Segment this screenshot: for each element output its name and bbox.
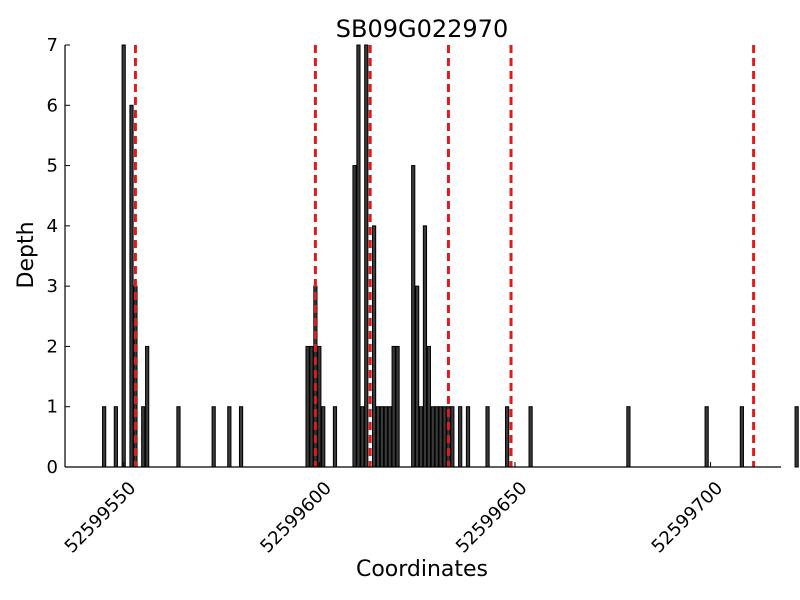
- depth-bar: [434, 406, 439, 468]
- x-axis-label: Coordinates: [356, 557, 488, 582]
- depth-bar: [704, 406, 709, 468]
- x-tick-label: 52599650: [452, 478, 532, 558]
- depth-bar: [383, 406, 388, 468]
- depth-bar: [113, 406, 118, 468]
- depth-bar: [450, 406, 455, 468]
- depth-bar: [305, 345, 310, 468]
- depth-bar: [438, 406, 443, 468]
- depth-bar: [332, 406, 338, 468]
- depth-bar: [121, 44, 126, 468]
- y-axis-label: Depth: [14, 221, 39, 288]
- depth-bar: [129, 104, 134, 468]
- depth-bar: [458, 406, 463, 468]
- depth-bar: [465, 406, 471, 468]
- depth-bar: [411, 165, 416, 468]
- depth-bar: [371, 225, 377, 468]
- marker-lines-group: [133, 45, 756, 467]
- y-tick-label: 3: [47, 276, 58, 297]
- depth-bar: [238, 406, 244, 468]
- depth-bar: [356, 44, 361, 468]
- depth-bar: [360, 406, 365, 468]
- depth-bar: [141, 406, 146, 468]
- x-tick-label: 52599550: [61, 478, 141, 558]
- depth-bar: [794, 406, 799, 468]
- depth-bar: [395, 345, 400, 468]
- y-tick-label: 2: [47, 336, 58, 357]
- y-tick-label: 5: [47, 156, 58, 177]
- x-tick-label: 52599600: [256, 478, 336, 558]
- y-tick-label: 1: [47, 397, 58, 418]
- bars-group: [102, 44, 799, 468]
- y-tick-label: 4: [47, 216, 58, 237]
- depth-bar: [387, 406, 392, 468]
- chart-title: SB09G022970: [336, 15, 508, 43]
- depth-bar: [430, 406, 435, 468]
- depth-bar: [375, 406, 381, 468]
- y-tick-label: 6: [47, 95, 58, 116]
- depth-bar: [422, 225, 428, 468]
- depth-bar: [485, 406, 490, 468]
- y-tick-label: 7: [47, 35, 58, 56]
- y-ticks-group: 0 1 2 3 4 5 6 7: [47, 35, 70, 478]
- depth-bar: [415, 285, 420, 468]
- depth-bar: [505, 406, 510, 468]
- depth-bar: [528, 406, 533, 468]
- depth-bar: [364, 44, 369, 468]
- y-tick-label: 0: [47, 457, 58, 478]
- x-tick-label: 52599700: [648, 478, 728, 558]
- depth-bar: [211, 406, 216, 468]
- depth-bar: [442, 406, 447, 468]
- x-ticks-group: 52599550 52599600 52599650 52599700: [61, 462, 728, 558]
- depth-bar: [418, 406, 424, 468]
- depth-bar: [352, 165, 357, 468]
- depth-bar: [739, 406, 744, 468]
- depth-bar: [102, 406, 107, 468]
- depth-bar: [145, 345, 150, 468]
- depth-bar: [626, 406, 631, 468]
- depth-bar: [176, 406, 181, 468]
- depth-bar: [227, 406, 232, 468]
- depth-bar: [379, 406, 385, 468]
- depth-bar: [391, 345, 396, 468]
- depth-bar: [426, 345, 431, 468]
- depth-bar: [317, 345, 322, 468]
- depth-bar: [309, 345, 314, 468]
- depth-bar: [321, 406, 326, 468]
